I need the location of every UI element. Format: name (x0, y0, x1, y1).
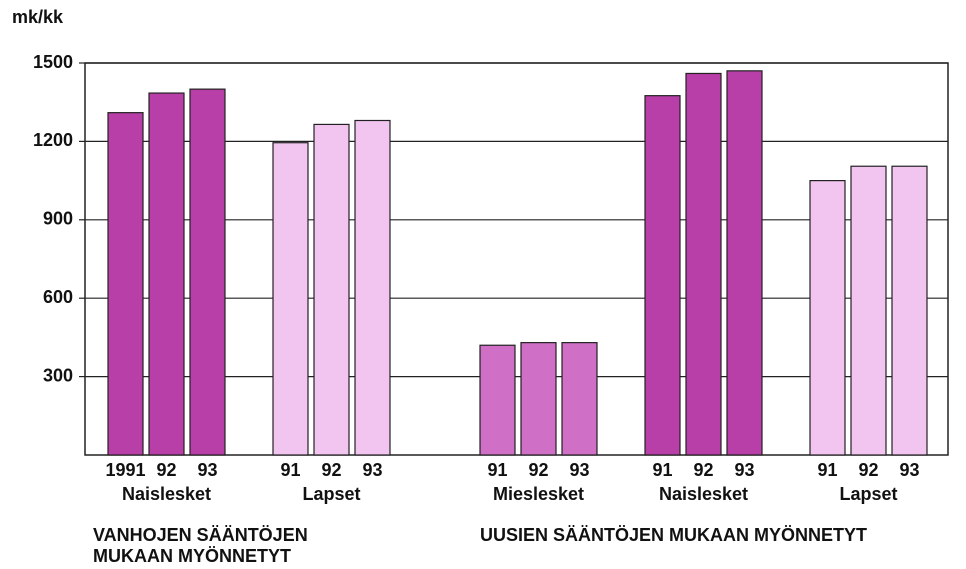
y-tick-label: 1200 (33, 130, 73, 150)
x-tick-label: 93 (899, 460, 919, 480)
bar (561, 342, 598, 456)
x-tick-label: 92 (528, 460, 548, 480)
x-tick-label: 1991 (105, 460, 145, 480)
bar (354, 119, 391, 456)
y-tick-label: 1500 (33, 52, 73, 72)
x-tick-label: 93 (362, 460, 382, 480)
bar (685, 72, 722, 456)
section-label: UUSIEN SÄÄNTÖJEN MUKAAN MYÖNNETYT (480, 525, 867, 545)
bar (809, 180, 846, 456)
y-tick-label: 900 (43, 209, 73, 229)
group-label: Naislesket (122, 484, 211, 504)
bar (891, 165, 928, 456)
bar (148, 92, 185, 456)
x-tick-label: 91 (652, 460, 672, 480)
y-tick-label: 600 (43, 287, 73, 307)
x-tick-label: 91 (280, 460, 300, 480)
y-axis-label: mk/kk (12, 7, 64, 27)
bar (272, 142, 309, 456)
group-label: Lapset (839, 484, 897, 504)
group-label: Naislesket (659, 484, 748, 504)
bar (479, 344, 516, 456)
group-label: Mieslesket (493, 484, 584, 504)
group-label: Lapset (302, 484, 360, 504)
x-tick-label: 92 (321, 460, 341, 480)
bar (644, 95, 681, 456)
bar (520, 342, 557, 456)
bar (850, 165, 887, 456)
x-tick-label: 93 (734, 460, 754, 480)
bar (189, 88, 226, 456)
bar (726, 70, 763, 456)
bar (313, 123, 350, 456)
x-tick-label: 91 (817, 460, 837, 480)
x-tick-label: 93 (569, 460, 589, 480)
bar (107, 112, 144, 456)
section-label: MUKAAN MYÖNNETYT (93, 546, 291, 566)
section-label: VANHOJEN SÄÄNTÖJEN (93, 525, 308, 545)
y-tick-label: 300 (43, 365, 73, 385)
x-tick-label: 91 (487, 460, 507, 480)
x-tick-label: 92 (858, 460, 878, 480)
x-tick-label: 93 (197, 460, 217, 480)
x-tick-label: 92 (156, 460, 176, 480)
x-tick-label: 92 (693, 460, 713, 480)
